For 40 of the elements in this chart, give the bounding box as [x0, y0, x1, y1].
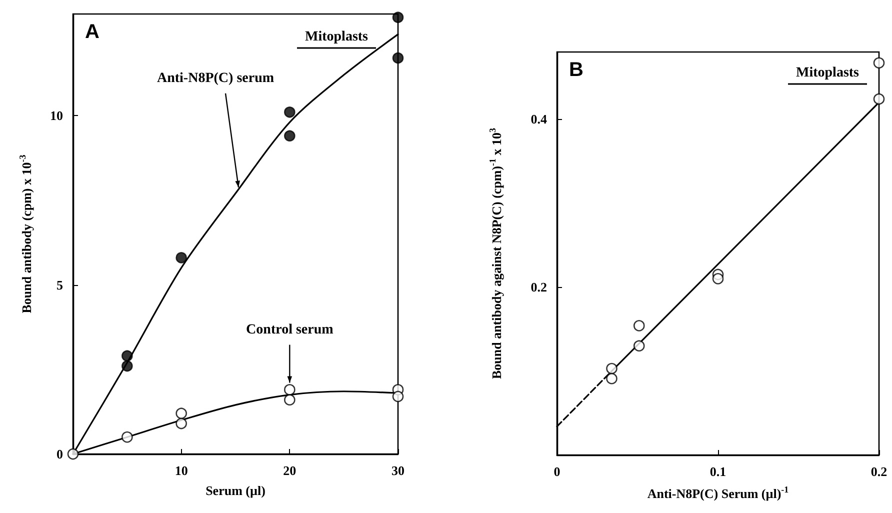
- y-tick-label: 0.4: [530, 112, 548, 127]
- y-axis-title: Bound antibody (cpm) x 10-3: [18, 154, 34, 314]
- point: [606, 372, 618, 384]
- point: [392, 390, 404, 402]
- annotation: B: [569, 59, 584, 81]
- point: [606, 362, 618, 374]
- point: [633, 340, 645, 352]
- point: [392, 52, 404, 64]
- x-tick-label: 10: [174, 463, 188, 478]
- point: [284, 384, 296, 396]
- point: [122, 360, 133, 372]
- y-tick-label: 0: [56, 446, 63, 462]
- y-axis-title: Bound antibody against N8P(C) (cpm)-1 x 103: [488, 127, 504, 380]
- point: [284, 394, 296, 406]
- point: [67, 448, 79, 460]
- x-tick-label: 0: [554, 464, 560, 479]
- text: Control serum: [246, 322, 334, 338]
- point: [873, 57, 885, 69]
- point: [873, 93, 885, 105]
- annotation: Mitoplasts: [305, 30, 369, 44]
- point: [633, 320, 645, 332]
- point: [122, 350, 133, 362]
- annotation: Mitoplasts: [796, 66, 860, 80]
- y-tick-label: 5: [56, 277, 64, 292]
- x-tick-label: 0.2: [870, 464, 888, 479]
- point: [284, 130, 296, 142]
- x-tick-label: 30: [392, 463, 404, 478]
- point: [176, 252, 187, 264]
- point: [392, 12, 404, 24]
- x-tick-label: 0.1: [710, 464, 726, 479]
- point: [176, 418, 187, 430]
- point: [122, 431, 133, 443]
- y-tick-label: 10: [50, 108, 63, 124]
- point: [284, 106, 296, 118]
- point: [712, 273, 724, 284]
- annotation: A: [85, 21, 100, 43]
- x-tick-label: 20: [283, 463, 296, 478]
- point: [176, 408, 187, 420]
- x-axis-title: Serum (µl): [206, 483, 266, 498]
- series-label: Anti-N8P(C) serum: [156, 70, 274, 86]
